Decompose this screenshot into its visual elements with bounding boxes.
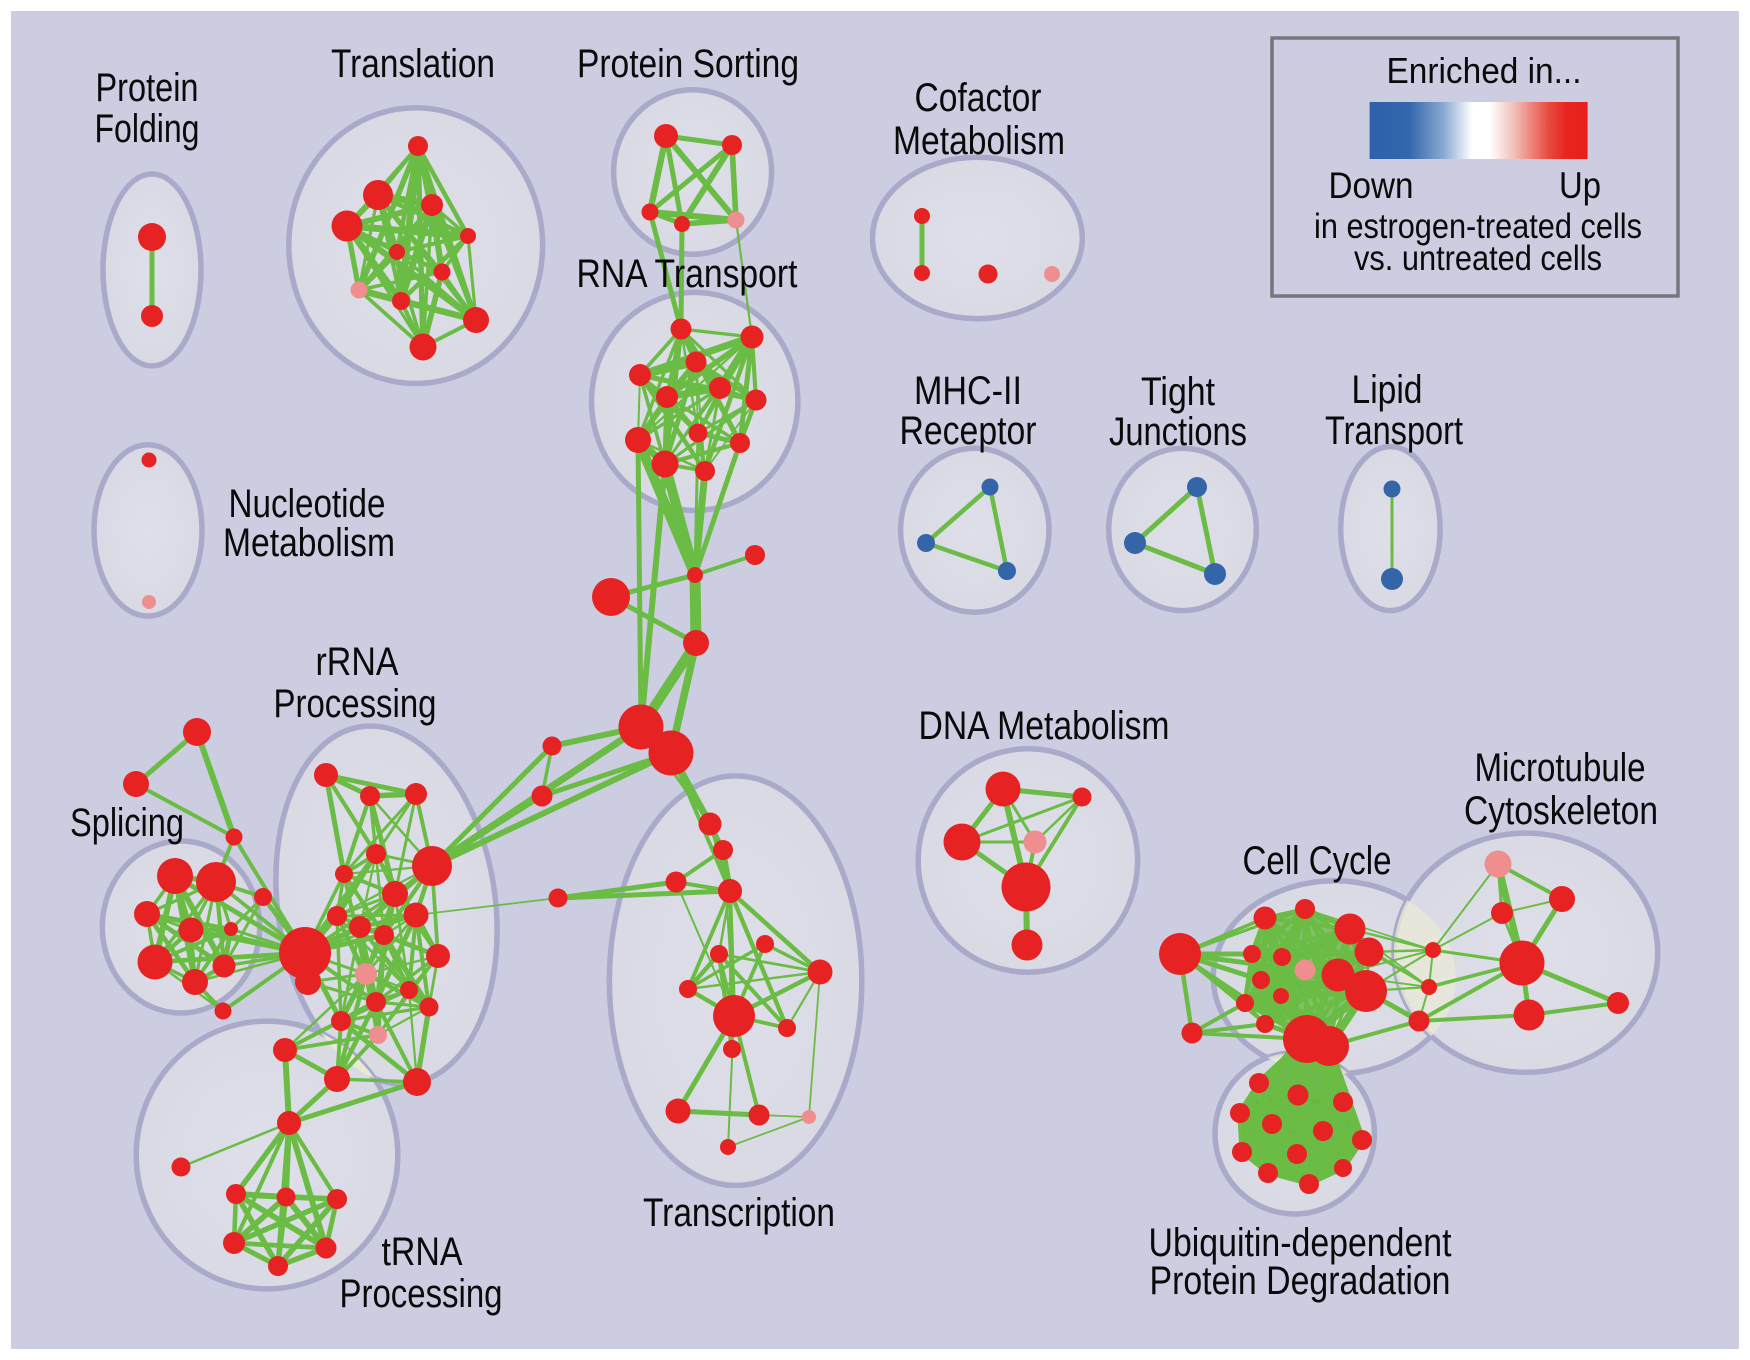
svg-text:Metabolism: Metabolism [893, 119, 1065, 163]
svg-text:in estrogen-treated cells: in estrogen-treated cells [1314, 207, 1642, 246]
svg-text:Cell Cycle: Cell Cycle [1243, 839, 1392, 883]
svg-text:Tight: Tight [1141, 370, 1215, 414]
svg-text:Processing: Processing [340, 1272, 503, 1316]
svg-text:Enriched in...: Enriched in... [1387, 50, 1582, 91]
svg-text:Transcription: Transcription [643, 1191, 835, 1235]
svg-text:Processing: Processing [274, 682, 437, 726]
svg-text:Cytoskeleton: Cytoskeleton [1464, 789, 1658, 833]
svg-text:Lipid: Lipid [1352, 368, 1423, 412]
svg-text:Folding: Folding [95, 107, 200, 151]
svg-text:Nucleotide: Nucleotide [229, 482, 386, 526]
svg-text:tRNA: tRNA [382, 1230, 463, 1274]
svg-text:Up: Up [1559, 165, 1601, 206]
svg-text:Receptor: Receptor [900, 409, 1037, 453]
svg-text:Microtubule: Microtubule [1475, 746, 1646, 790]
svg-text:MHC-II: MHC-II [914, 369, 1022, 413]
svg-text:Protein: Protein [96, 66, 199, 110]
svg-text:Protein Sorting: Protein Sorting [577, 42, 799, 86]
svg-text:rRNA: rRNA [316, 640, 399, 684]
svg-text:Translation: Translation [331, 42, 495, 86]
svg-text:Transport: Transport [1325, 409, 1463, 453]
svg-text:Protein Degradation: Protein Degradation [1150, 1259, 1451, 1303]
svg-text:RNA Transport: RNA Transport [577, 252, 798, 296]
svg-text:Down: Down [1329, 165, 1414, 206]
svg-text:Splicing: Splicing [70, 801, 184, 845]
svg-text:vs. untreated cells: vs. untreated cells [1354, 239, 1602, 278]
svg-text:DNA Metabolism: DNA Metabolism [919, 704, 1170, 748]
svg-text:Ubiquitin-dependent: Ubiquitin-dependent [1149, 1221, 1452, 1265]
svg-text:Metabolism: Metabolism [223, 521, 395, 565]
svg-text:Cofactor: Cofactor [915, 76, 1042, 120]
svg-text:Junctions: Junctions [1109, 410, 1247, 454]
